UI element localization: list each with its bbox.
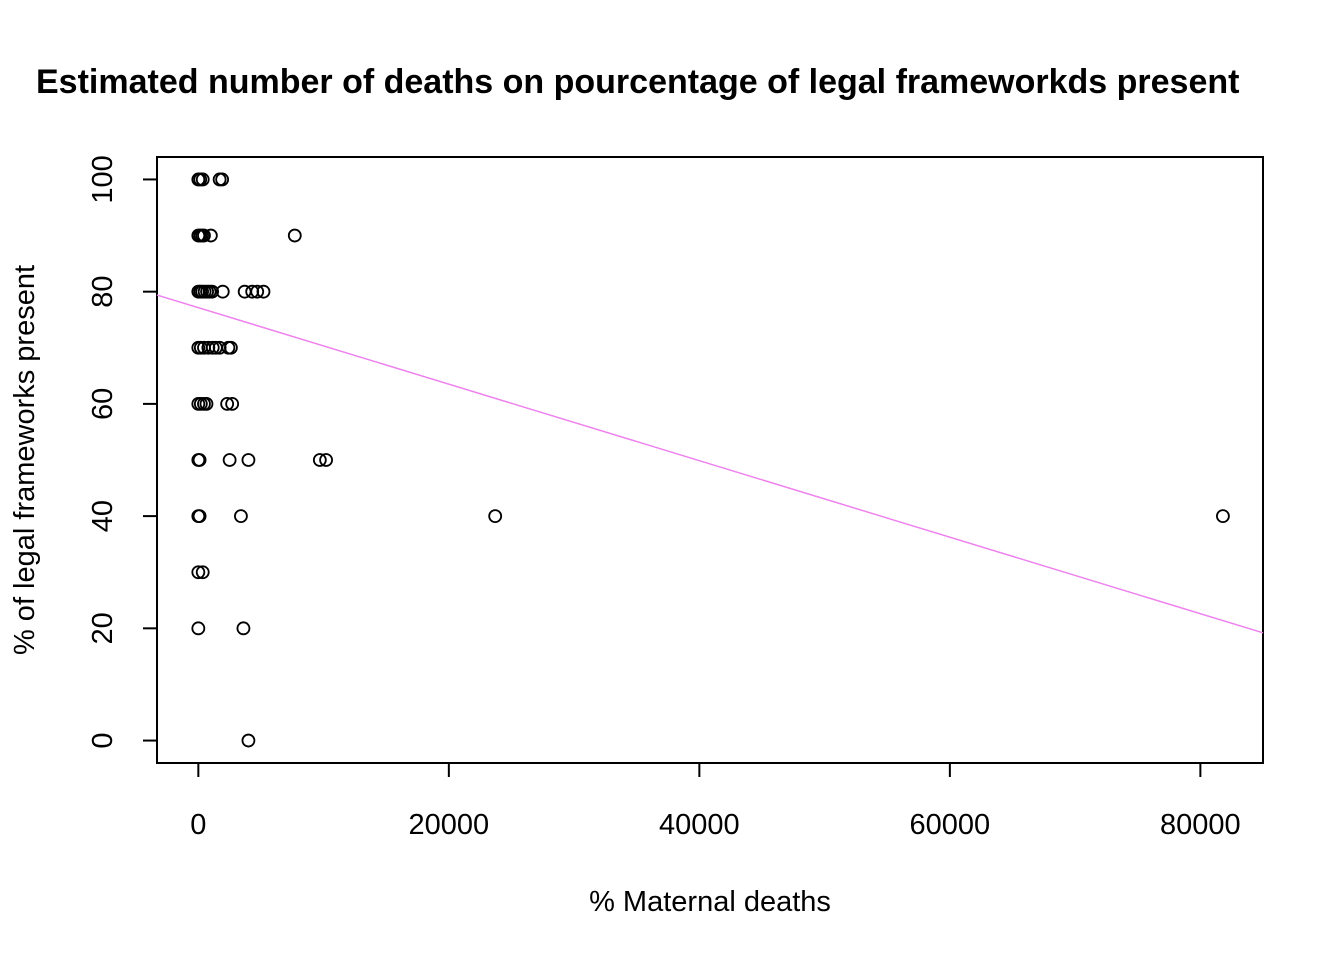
- y-axis-label: % of legal frameworks present: [9, 265, 41, 655]
- x-tick-label: 40000: [659, 809, 740, 841]
- data-point: [312, 453, 327, 467]
- y-tick-label: 20: [87, 612, 119, 644]
- x-axis-label: % Maternal deaths: [589, 886, 831, 918]
- y-tick-label: 40: [87, 500, 119, 532]
- data-point: [222, 453, 237, 467]
- data-point: [220, 396, 235, 411]
- data-point: [224, 340, 238, 355]
- x-tick-label: 0: [190, 809, 206, 841]
- data-point: [191, 621, 206, 636]
- data-point: [199, 396, 214, 411]
- data-point: [203, 228, 218, 243]
- y-tick-label: 100: [87, 155, 119, 203]
- data-point: [488, 509, 503, 524]
- data-point: [236, 621, 251, 636]
- data-point: [256, 284, 271, 299]
- data-point: [250, 284, 265, 299]
- data-points: [191, 172, 1230, 748]
- data-point: [215, 172, 230, 187]
- data-point: [195, 565, 210, 580]
- data-point: [241, 733, 256, 748]
- y-axis: 0 20 40 60 80 100: [87, 155, 158, 749]
- data-point: [287, 228, 302, 243]
- data-point: [225, 396, 240, 411]
- x-tick-label: 80000: [1160, 809, 1241, 841]
- data-point: [197, 228, 211, 243]
- data-point: [319, 453, 333, 467]
- data-point: [192, 453, 207, 467]
- y-tick-label: 0: [87, 732, 119, 748]
- data-point: [215, 284, 230, 299]
- x-axis: 0 20000 40000 60000 80000: [190, 762, 1241, 841]
- plot-frame: [156, 156, 1264, 764]
- y-tick-label: 80: [87, 276, 119, 308]
- data-point: [234, 509, 248, 524]
- data-point: [191, 565, 206, 580]
- y-tick-label: 60: [87, 388, 119, 420]
- x-tick-label: 60000: [910, 809, 991, 841]
- data-point: [195, 172, 210, 187]
- data-point: [205, 284, 220, 299]
- x-tick-label: 20000: [409, 809, 490, 841]
- data-point: [1216, 509, 1230, 524]
- regression-line: [156, 294, 1264, 634]
- chart-title: Estimated number of deaths on pourcentag…: [36, 63, 1239, 101]
- data-point: [241, 453, 256, 467]
- data-point: [192, 509, 207, 524]
